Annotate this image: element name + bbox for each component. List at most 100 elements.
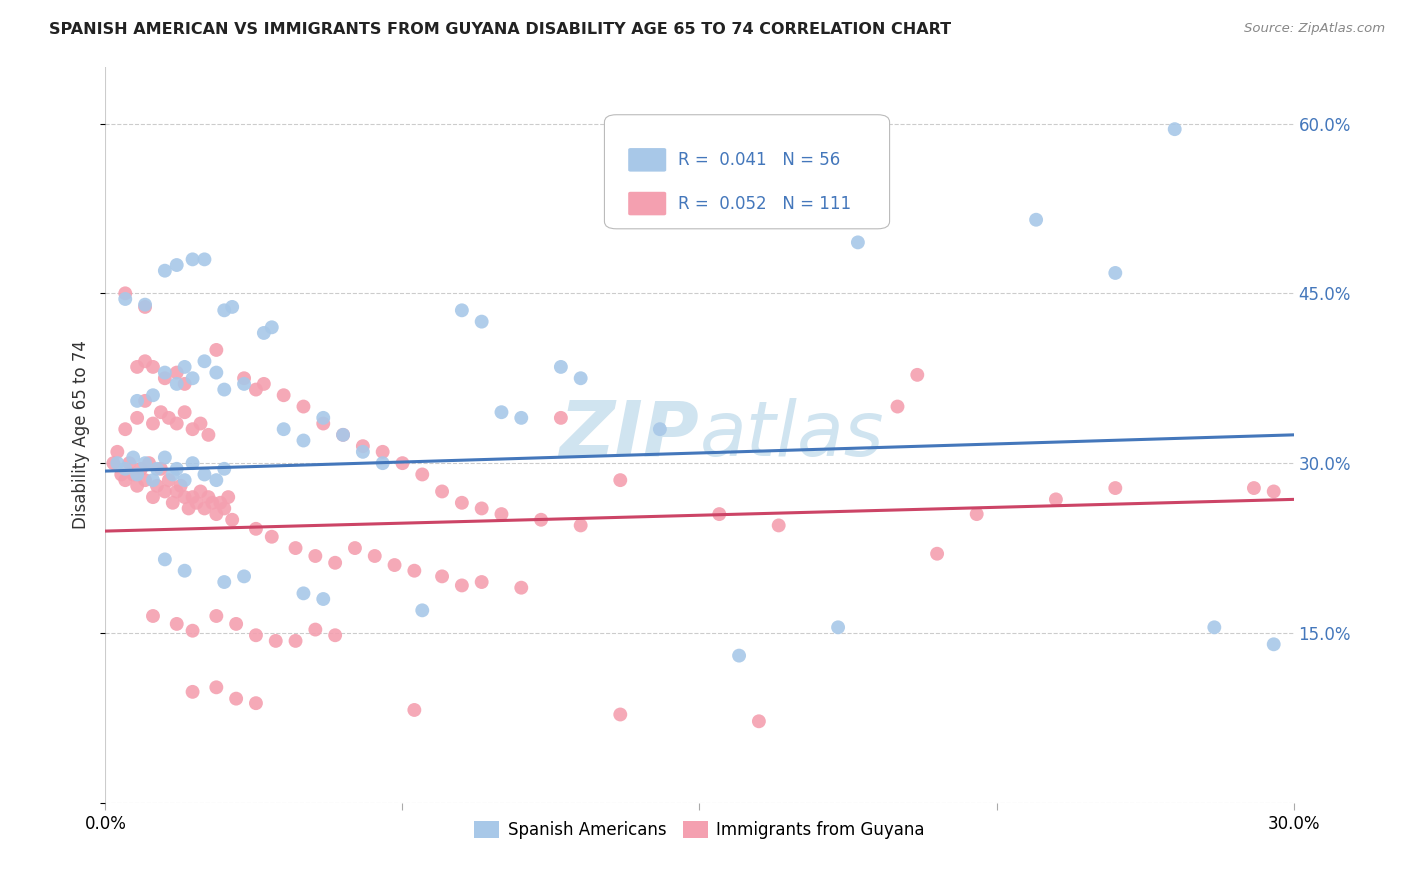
- Point: [114, 292, 136, 306]
- Point: [709, 507, 731, 521]
- Point: [134, 298, 156, 312]
- Point: [404, 703, 426, 717]
- Point: [1204, 620, 1226, 634]
- Point: [134, 473, 156, 487]
- Point: [323, 628, 346, 642]
- Point: [343, 541, 366, 555]
- Point: [471, 575, 494, 590]
- Point: [648, 422, 671, 436]
- Point: [430, 484, 453, 499]
- Point: [371, 445, 394, 459]
- Point: [181, 371, 204, 385]
- Point: [134, 393, 156, 408]
- Point: [134, 300, 156, 314]
- Point: [471, 315, 494, 329]
- Point: [166, 616, 188, 631]
- Point: [153, 552, 176, 566]
- Point: [153, 263, 176, 277]
- Point: [114, 473, 136, 487]
- Point: [149, 405, 172, 419]
- Point: [260, 320, 283, 334]
- Point: [233, 371, 256, 385]
- Point: [122, 467, 145, 482]
- Point: [157, 410, 180, 425]
- Text: R =  0.041   N = 56: R = 0.041 N = 56: [678, 151, 841, 169]
- Point: [142, 609, 165, 624]
- Point: [173, 473, 195, 487]
- Point: [1263, 637, 1285, 651]
- Point: [304, 549, 326, 563]
- Point: [225, 616, 247, 631]
- Text: R =  0.052   N = 111: R = 0.052 N = 111: [678, 194, 851, 212]
- Point: [391, 456, 413, 470]
- Point: [146, 462, 169, 476]
- Point: [214, 303, 236, 318]
- Point: [925, 547, 948, 561]
- Point: [846, 235, 869, 250]
- Point: [105, 445, 128, 459]
- Point: [273, 422, 295, 436]
- Point: [181, 624, 204, 638]
- Point: [273, 388, 295, 402]
- Point: [162, 496, 184, 510]
- Point: [1025, 212, 1047, 227]
- Point: [197, 490, 219, 504]
- Point: [166, 462, 188, 476]
- Point: [253, 326, 276, 340]
- Point: [181, 252, 204, 267]
- Point: [153, 484, 176, 499]
- Point: [142, 359, 165, 374]
- Point: [177, 501, 200, 516]
- Point: [186, 496, 208, 510]
- Point: [170, 479, 193, 493]
- Point: [193, 467, 215, 482]
- Point: [214, 462, 236, 476]
- Point: [214, 501, 236, 516]
- Point: [214, 575, 236, 590]
- Point: [142, 490, 165, 504]
- Point: [371, 456, 394, 470]
- Point: [181, 490, 204, 504]
- Point: [138, 456, 160, 470]
- Point: [966, 507, 988, 521]
- Point: [193, 501, 215, 516]
- Point: [205, 366, 228, 380]
- Text: ZIP: ZIP: [560, 398, 700, 472]
- Point: [323, 556, 346, 570]
- Point: [153, 371, 176, 385]
- Point: [166, 484, 188, 499]
- Point: [1045, 492, 1067, 507]
- Point: [284, 633, 307, 648]
- Point: [471, 501, 494, 516]
- Point: [157, 473, 180, 487]
- Point: [197, 427, 219, 442]
- Point: [245, 628, 267, 642]
- Point: [364, 549, 387, 563]
- Point: [114, 286, 136, 301]
- Point: [728, 648, 751, 663]
- Point: [173, 376, 195, 391]
- Point: [225, 691, 247, 706]
- Point: [292, 400, 315, 414]
- Point: [411, 603, 433, 617]
- Point: [569, 371, 592, 385]
- Point: [332, 427, 354, 442]
- Point: [205, 681, 228, 695]
- Point: [193, 354, 215, 368]
- Point: [312, 417, 335, 431]
- Point: [253, 376, 276, 391]
- FancyBboxPatch shape: [605, 115, 890, 229]
- Point: [110, 467, 132, 482]
- Point: [166, 376, 188, 391]
- Point: [292, 586, 315, 600]
- Point: [221, 513, 243, 527]
- Point: [510, 581, 533, 595]
- Point: [105, 456, 128, 470]
- Point: [384, 558, 406, 572]
- Point: [142, 388, 165, 402]
- Point: [201, 496, 224, 510]
- Point: [768, 518, 790, 533]
- Y-axis label: Disability Age 65 to 74: Disability Age 65 to 74: [72, 341, 90, 529]
- Point: [1263, 484, 1285, 499]
- Point: [352, 445, 374, 459]
